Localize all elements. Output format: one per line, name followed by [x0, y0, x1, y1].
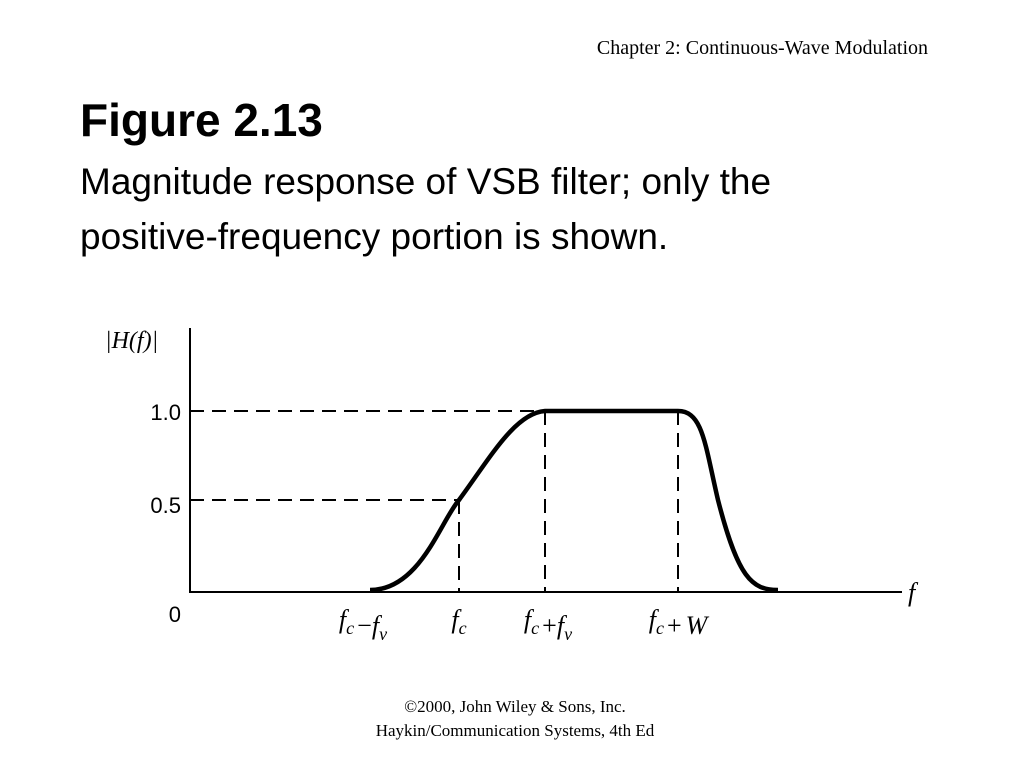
symbol: f [372, 611, 383, 640]
footer: Haykin/Communication Systems, 4th Ed [376, 721, 655, 740]
operator: − [357, 611, 372, 640]
subscript: v [379, 624, 387, 644]
footer: ©2000, John Wiley & Sons, Inc. [404, 697, 626, 716]
header: Chapter 2: Continuous-Wave Modulation [597, 37, 928, 59]
y-tick-label: 0.5 [150, 493, 181, 518]
x-tick-label: fc +fv [524, 605, 572, 644]
response-curve [369, 408, 779, 593]
subscript: c [346, 618, 354, 638]
symbol: W [686, 611, 710, 640]
subscript: c [656, 618, 664, 638]
figure: |H(f)| f 1.0 0.5 0 fc −fv fc fc +fv fc + W [105, 328, 919, 644]
operator: + [542, 611, 557, 640]
symbol: f [339, 605, 350, 634]
subscript: c [531, 618, 539, 638]
title: Figure 2.13 [80, 94, 323, 146]
guides [190, 410, 679, 592]
operator: + [667, 611, 682, 640]
y-label: |H(f)| [105, 328, 158, 354]
symbol: f [451, 605, 462, 634]
x-tick-label: fc + W [649, 605, 710, 640]
subtitle: positive-frequency portion is shown. [80, 216, 668, 257]
x-tick-label: fc −fv [339, 605, 387, 644]
symbol: f [557, 611, 568, 640]
x-labels: fc −fv fc fc +fv fc + W [339, 605, 710, 644]
subscript: v [564, 624, 572, 644]
y-tick-label: 0 [169, 602, 181, 627]
y-tick-label: 1.0 [150, 400, 181, 425]
subtitle: Magnitude response of VSB filter; only t… [80, 161, 771, 202]
x-label: f [908, 578, 919, 607]
symbol: f [649, 605, 660, 634]
symbol: f [524, 605, 535, 634]
subscript: c [459, 618, 467, 638]
x-tick-label: fc [451, 605, 466, 638]
